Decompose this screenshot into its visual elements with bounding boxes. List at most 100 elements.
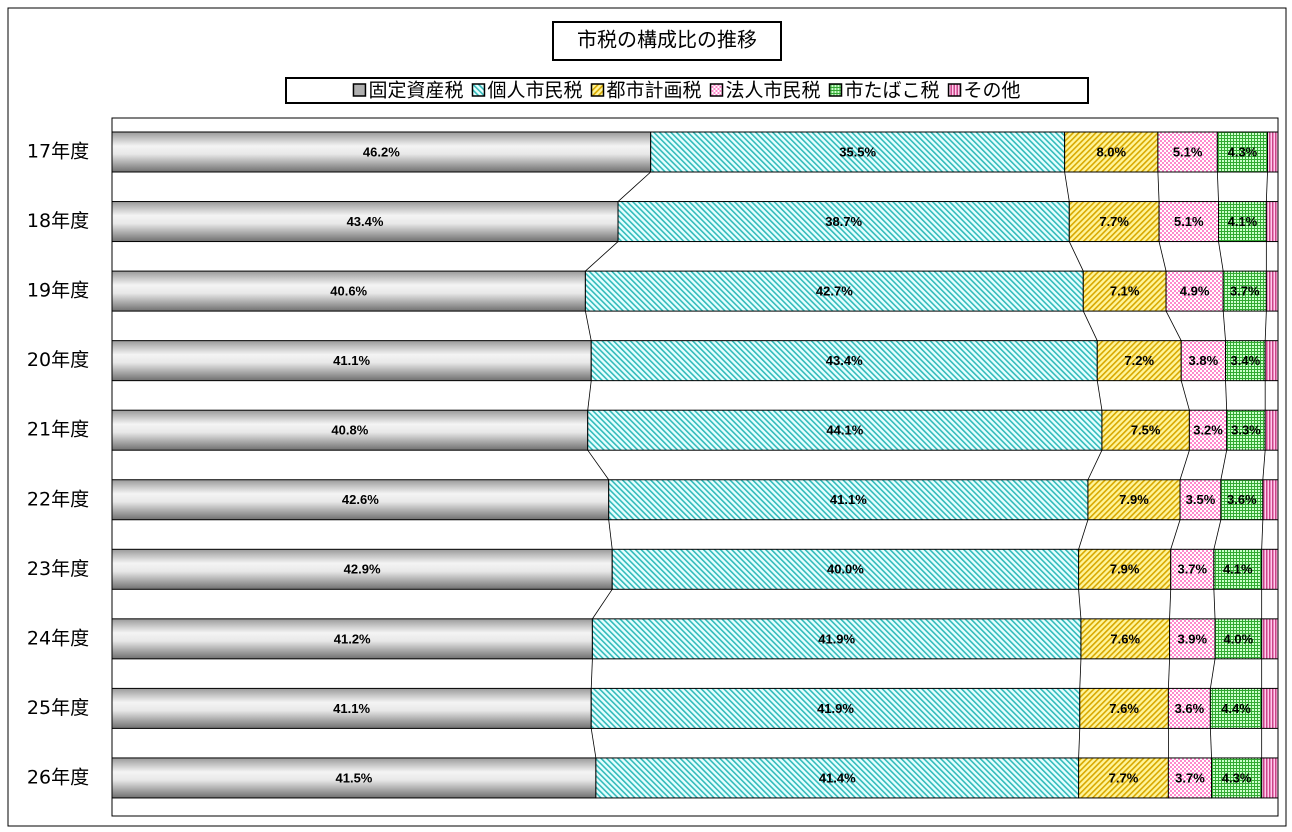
bar-segment — [1265, 270, 1279, 312]
series-line — [1265, 171, 1268, 202]
bar-segment — [111, 687, 592, 729]
data-label: 5.1% — [1173, 144, 1203, 159]
series-line — [1216, 171, 1219, 202]
data-label: 7.6% — [1110, 631, 1140, 646]
bar-segment — [584, 270, 1084, 312]
bar-segment — [1167, 687, 1211, 729]
series-line — [1082, 310, 1098, 341]
series-line — [1165, 310, 1182, 341]
bar-segment — [111, 548, 613, 590]
bar-segment — [611, 548, 1080, 590]
bar-segment — [1082, 270, 1167, 312]
data-label: 7.9% — [1119, 492, 1149, 507]
data-label: 3.6% — [1227, 492, 1257, 507]
chart-title: 市税の構成比の推移 — [577, 28, 757, 52]
data-label: 42.6% — [342, 492, 379, 507]
series-line — [1180, 380, 1190, 411]
y-tick-label: 17年度 — [27, 141, 89, 163]
bar-segment — [1180, 340, 1227, 382]
series-line — [1213, 589, 1216, 619]
series-line — [1169, 589, 1172, 619]
series-line — [1220, 450, 1228, 480]
data-label: 8.0% — [1096, 144, 1126, 159]
bar-segment — [111, 618, 593, 660]
legend-marker — [709, 83, 724, 97]
series-line — [590, 658, 593, 689]
series-line — [587, 380, 592, 411]
legend-label: 都市計画税 — [606, 80, 701, 102]
series-line — [1170, 519, 1181, 550]
data-label: 3.7% — [1230, 284, 1260, 299]
bar-segment — [1167, 757, 1213, 799]
bar-segment — [1211, 757, 1263, 799]
legend-label: 個人市民税 — [487, 80, 582, 102]
legend-label: 市たばこ税 — [845, 80, 940, 102]
data-label: 3.3% — [1231, 423, 1261, 438]
data-label: 7.7% — [1099, 214, 1129, 229]
data-label: 41.4% — [819, 770, 856, 785]
series-line — [1167, 658, 1170, 689]
data-label: 44.1% — [826, 423, 863, 438]
series-line — [590, 728, 597, 759]
bar-segment — [1226, 409, 1266, 451]
data-label: 4.3% — [1222, 770, 1252, 785]
bar-segment — [1064, 131, 1159, 173]
data-label: 41.5% — [336, 770, 373, 785]
series-line — [617, 171, 651, 202]
data-label: 3.9% — [1177, 631, 1207, 646]
legend: 固定資産税 個人市民税 都市計画税 法人市民税 市たばこ税 その他 — [352, 80, 1021, 102]
bar-segment — [1101, 409, 1190, 451]
series-line — [1096, 380, 1103, 411]
data-label: 3.8% — [1189, 353, 1219, 368]
series-line — [1209, 728, 1212, 758]
series-line — [1158, 241, 1167, 272]
data-label: 38.7% — [825, 214, 862, 229]
data-label: 4.4% — [1221, 701, 1251, 716]
data-label: 3.2% — [1193, 423, 1223, 438]
data-label: 7.7% — [1109, 770, 1139, 785]
y-tick-label: 26年度 — [27, 766, 89, 788]
bar-segment — [1262, 479, 1279, 521]
bar-segment — [1267, 131, 1279, 173]
bar-segment — [1096, 340, 1182, 382]
data-label: 41.1% — [333, 701, 370, 716]
data-label: 4.3% — [1228, 144, 1258, 159]
data-label: 4.1% — [1228, 214, 1258, 229]
bar-segment — [1078, 548, 1172, 590]
legend-marker — [828, 83, 843, 97]
bar-segment — [1216, 131, 1269, 173]
data-label: 40.8% — [331, 423, 368, 438]
bar-segment — [111, 340, 592, 382]
bar-segment — [1261, 618, 1279, 660]
bar-segment — [1068, 201, 1160, 243]
data-label: 7.1% — [1110, 284, 1140, 299]
data-label: 41.9% — [817, 701, 854, 716]
series-line — [585, 241, 619, 272]
y-tick-label: 20年度 — [27, 349, 89, 371]
bar-segment — [650, 131, 1066, 173]
series-line — [1209, 658, 1216, 689]
series-line — [585, 311, 592, 341]
series-line — [1064, 171, 1070, 202]
data-label: 4.9% — [1180, 284, 1210, 299]
bar-segment — [595, 757, 1080, 799]
bar-segment — [1261, 757, 1279, 799]
bar-segment — [1158, 201, 1220, 243]
series-line — [1179, 450, 1190, 480]
y-tick-label: 22年度 — [27, 488, 89, 510]
data-label: 5.1% — [1174, 214, 1204, 229]
data-label: 7.2% — [1124, 353, 1154, 368]
series-line — [587, 449, 610, 480]
legend-marker — [352, 83, 367, 97]
bar-segment — [590, 687, 1081, 729]
bar-segment — [1169, 618, 1216, 660]
series-line — [1087, 450, 1103, 480]
series-line — [1225, 380, 1228, 411]
data-label: 3.6% — [1175, 701, 1205, 716]
bar-segment — [1261, 687, 1279, 729]
legend-label: 法人市民税 — [726, 80, 821, 102]
series-line — [1078, 519, 1089, 550]
bar-segment — [111, 131, 652, 173]
data-label: 3.5% — [1186, 492, 1216, 507]
